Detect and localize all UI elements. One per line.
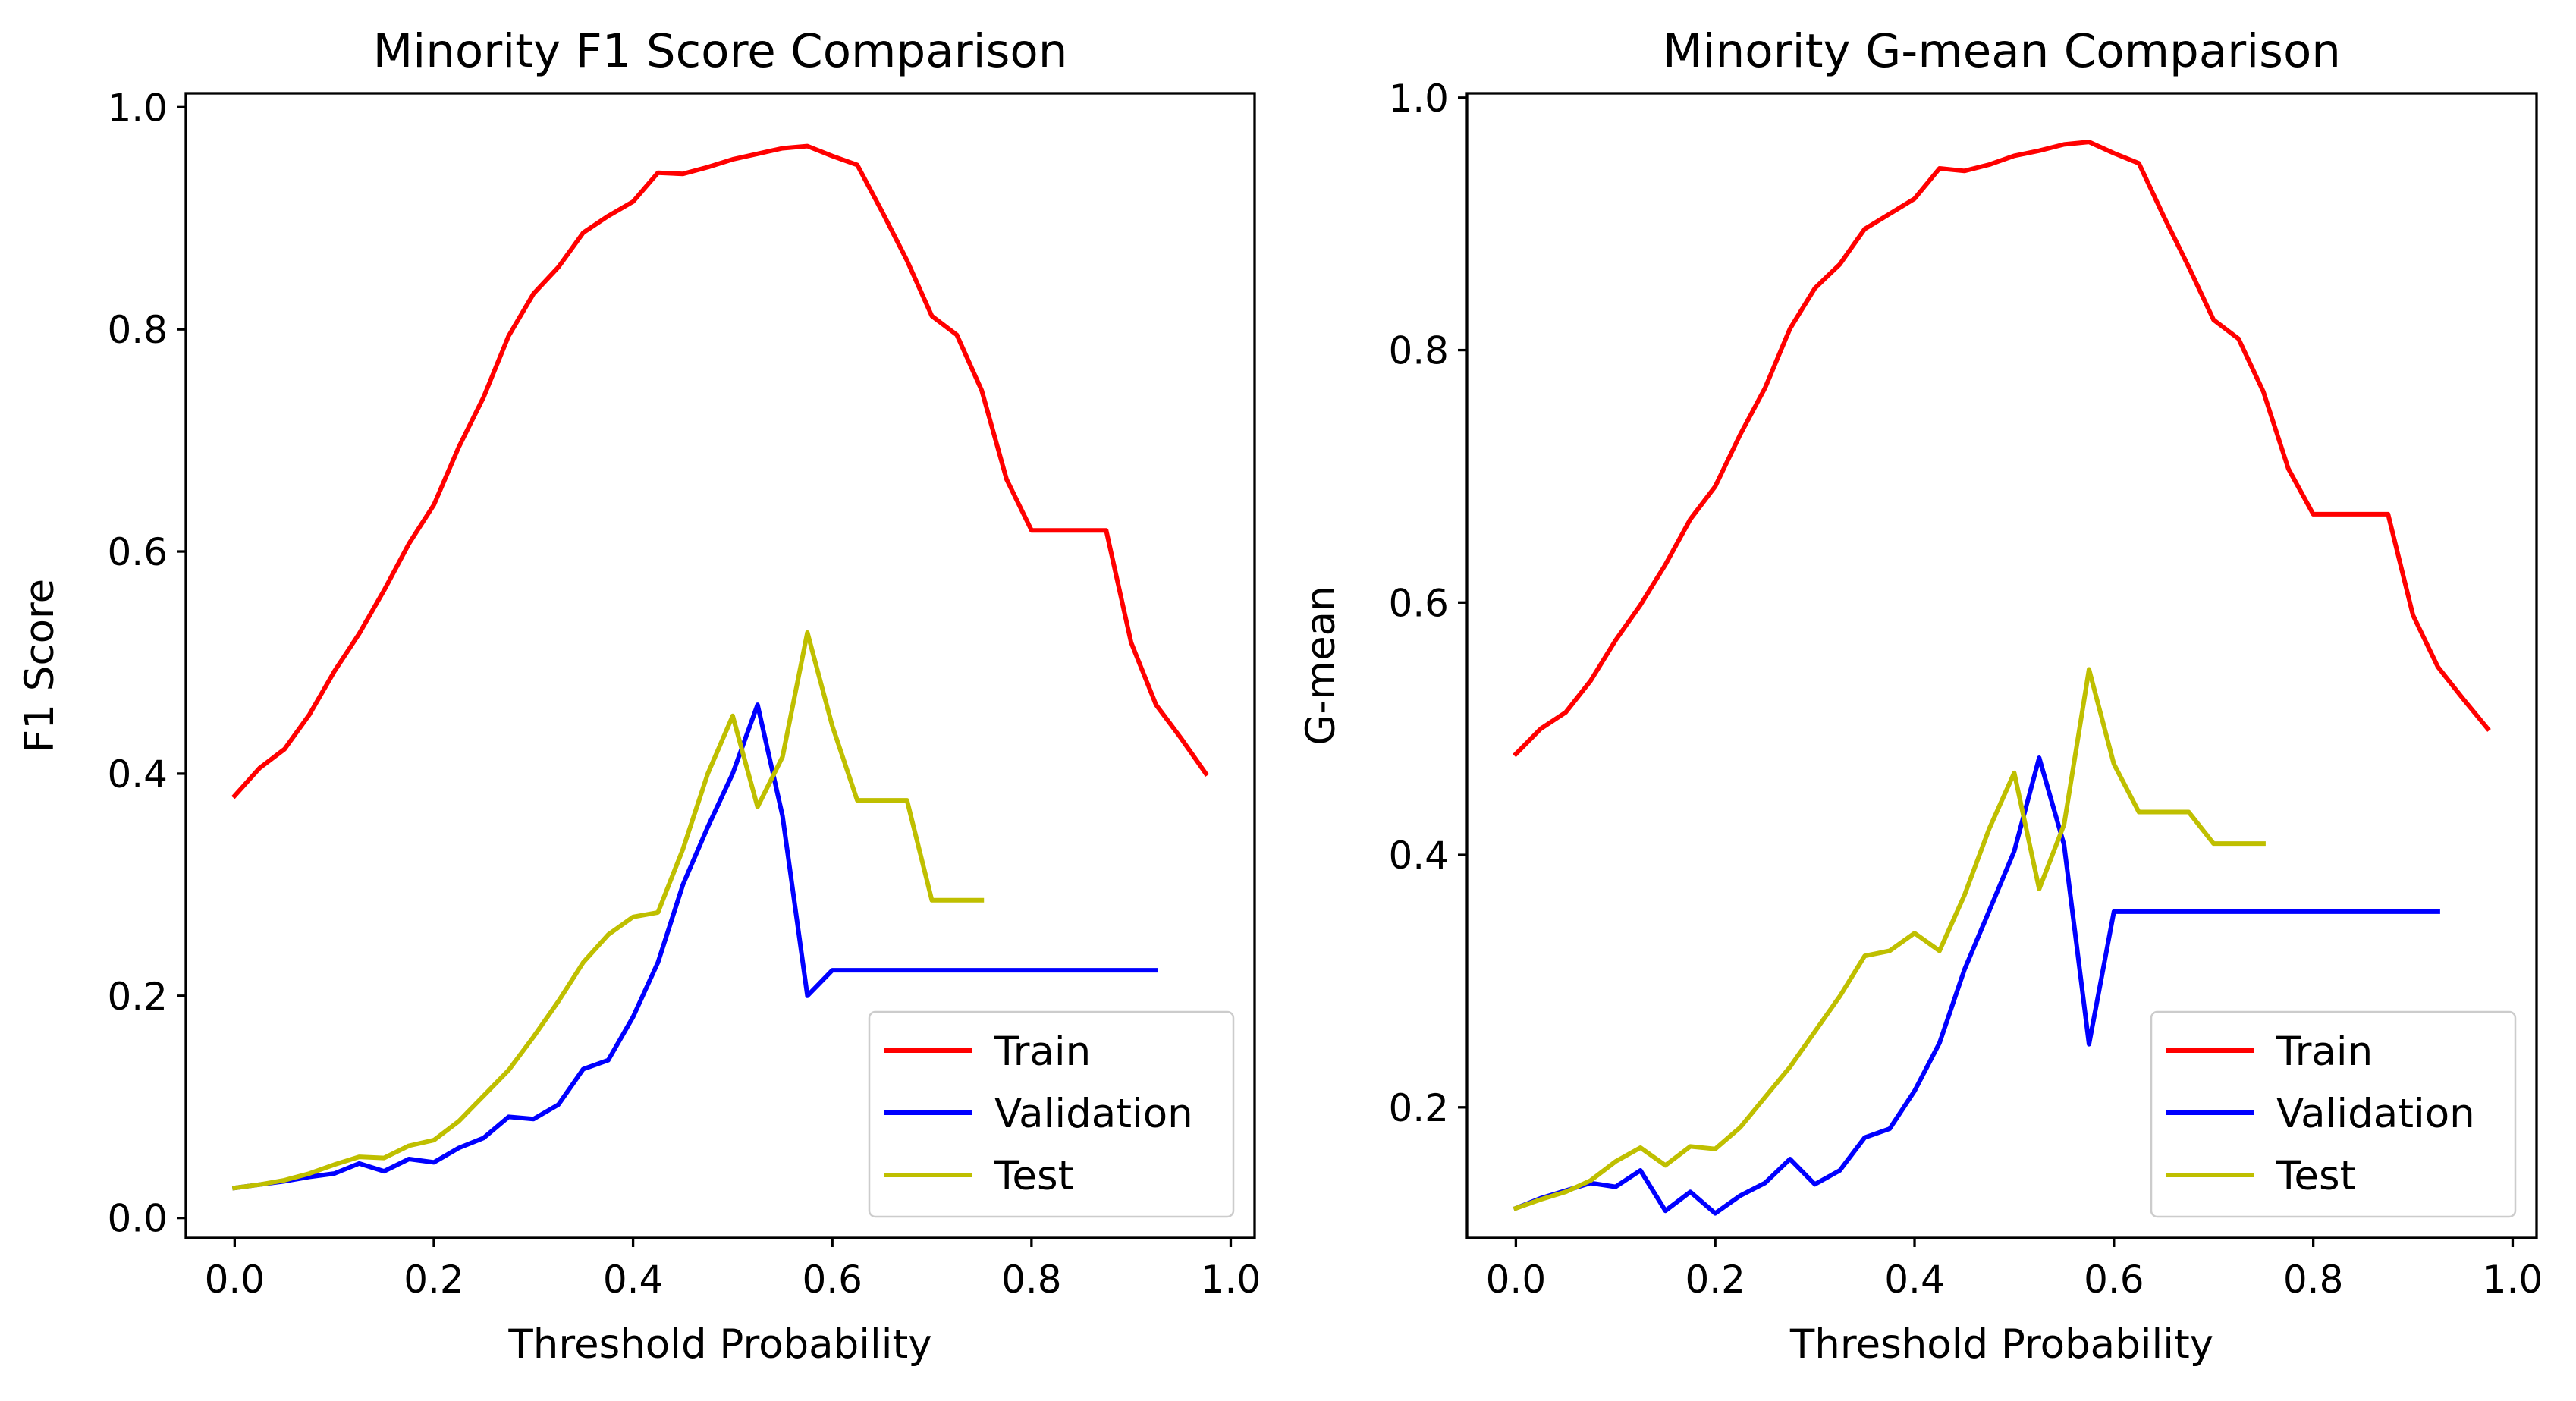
y-tick-label: 0.8 — [107, 308, 168, 352]
legend-label-test: Test — [994, 1153, 1073, 1199]
x-tick-label: 0.4 — [603, 1258, 664, 1302]
series-line-train — [1513, 140, 2491, 758]
legend-label-validation: Validation — [2276, 1091, 2475, 1137]
legend-box — [868, 1010, 1235, 1218]
legend-entry-validation: Validation — [2166, 1091, 2475, 1137]
f1-score-chart: Minority F1 Score Comparison Threshold P… — [17, 24, 1261, 1368]
y-tick-label: 0.2 — [107, 975, 168, 1019]
x-tick-label: 0.0 — [1486, 1258, 1547, 1302]
legend-label-train: Train — [994, 1029, 1091, 1075]
chart-title: Minority F1 Score Comparison — [373, 24, 1068, 78]
legend-entry-train: Train — [2166, 1029, 2373, 1075]
x-axis-label: Threshold Probability — [507, 1321, 931, 1368]
series-line-test — [1513, 667, 2266, 1211]
x-tick-label: 0.8 — [2283, 1258, 2344, 1302]
y-axis-label: G-mean — [1298, 586, 1344, 746]
axis-ticks: 0.0 0.2 0.4 0.6 0.8 1.0 0.2 0.4 0.6 0.8 1.0 — [1388, 77, 2543, 1302]
x-tick-label: 0.2 — [404, 1258, 464, 1302]
axis-ticks: 0.0 0.2 0.4 0.6 0.8 1.0 0.0 0.2 0.4 0.6 0.8 1.0 — [107, 86, 1261, 1302]
legend-label-test: Test — [2276, 1153, 2355, 1199]
x-tick-label: 0.6 — [2084, 1258, 2144, 1302]
series-line-test — [231, 630, 985, 1191]
series-line-train — [231, 143, 1209, 799]
legend-entry-validation: Validation — [884, 1091, 1193, 1137]
x-tick-label: 0.0 — [205, 1258, 265, 1302]
axes-frame — [1465, 92, 2538, 1239]
legend-entry-train: Train — [884, 1029, 1091, 1075]
legend-entry-test: Test — [2166, 1153, 2355, 1199]
plot-area — [1513, 140, 2491, 1216]
legend-label-validation: Validation — [994, 1091, 1193, 1137]
x-tick-label: 1.0 — [1201, 1258, 1261, 1302]
g-mean-chart: Minority G-mean Comparison Threshold Pro… — [1298, 24, 2543, 1368]
x-tick-label: 0.6 — [802, 1258, 862, 1302]
y-tick-label: 1.0 — [107, 86, 168, 130]
legend: Train Validation Test — [2150, 1010, 2517, 1218]
y-tick-label: 1.0 — [1388, 77, 1449, 121]
legend: Train Validation Test — [868, 1010, 1235, 1218]
axes-frame — [184, 92, 1256, 1239]
x-tick-label: 0.8 — [1001, 1258, 1062, 1302]
y-tick-label: 0.2 — [1388, 1086, 1449, 1130]
legend-box — [2150, 1010, 2517, 1218]
legend-label-train: Train — [2276, 1029, 2373, 1075]
chart-title: Minority G-mean Comparison — [1663, 24, 2341, 78]
series-line-validation — [1513, 755, 2440, 1216]
x-tick-label: 0.4 — [1884, 1258, 1945, 1302]
y-tick-label: 0.4 — [107, 752, 168, 796]
y-tick-label: 0.6 — [107, 530, 168, 574]
y-tick-label: 0.4 — [1388, 834, 1449, 878]
y-axis-label: F1 Score — [17, 579, 63, 753]
y-tick-label: 0.0 — [107, 1197, 168, 1241]
y-tick-label: 0.6 — [1388, 581, 1449, 625]
plot-area — [231, 143, 1209, 1191]
legend-entry-test: Test — [884, 1153, 1073, 1199]
x-tick-label: 0.2 — [1685, 1258, 1745, 1302]
x-axis-label: Threshold Probability — [1789, 1321, 2213, 1368]
series-line-validation — [231, 702, 1158, 1191]
x-tick-label: 1.0 — [2483, 1258, 2543, 1302]
y-tick-label: 0.8 — [1388, 329, 1449, 373]
